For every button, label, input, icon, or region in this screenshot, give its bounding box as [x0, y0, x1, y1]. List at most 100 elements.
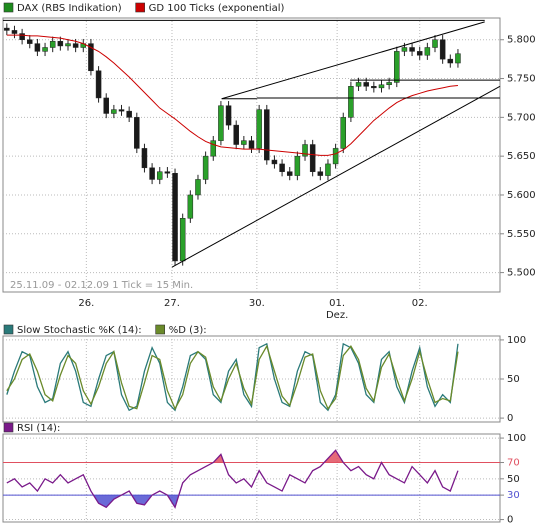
- x-tick-label: 26.: [78, 298, 94, 309]
- y-tick-label: 50: [507, 474, 520, 485]
- candle-body: [202, 155, 209, 180]
- candle-body: [11, 30, 18, 34]
- y-tick-label: 100: [507, 335, 526, 346]
- candle-body: [233, 124, 239, 145]
- candle-body: [149, 167, 155, 180]
- candle-body: [286, 171, 293, 176]
- candle-body: [386, 82, 392, 86]
- legend-label: Slow Stochastic %K (14):: [17, 325, 142, 336]
- candle-body: [134, 117, 140, 149]
- legend-label-swatch: [3, 422, 14, 433]
- y-tick-label: 100: [507, 433, 526, 444]
- candle-body: [279, 163, 285, 172]
- y-tick-label: 5.550: [507, 229, 536, 240]
- candle-body: [141, 148, 148, 169]
- candle-body: [294, 155, 301, 176]
- candle-body: [225, 105, 232, 126]
- indicator-line: [6, 342, 459, 412]
- candle-body: [4, 27, 10, 31]
- candle-body: [264, 109, 270, 161]
- candle-body: [164, 171, 171, 174]
- candle-body: [218, 105, 224, 141]
- y-tick-label: 70: [507, 458, 520, 469]
- average-line: [6, 34, 458, 156]
- candle-body: [103, 97, 109, 114]
- candle-body: [348, 86, 354, 118]
- legend-label-swatch: [155, 324, 165, 335]
- main-frame: [2, 17, 501, 293]
- candle-body: [394, 51, 400, 83]
- x-tick-label: 27.: [164, 298, 180, 309]
- indicator-line: [6, 344, 459, 411]
- x-tick-label: 02.: [412, 298, 428, 309]
- candle-body: [248, 140, 255, 149]
- candle-body: [126, 110, 132, 118]
- month-label: Dez.: [326, 310, 348, 321]
- y-tick-label: 5.700: [507, 112, 536, 123]
- candle-body: [42, 47, 48, 52]
- y-tick-label: 5.800: [507, 35, 536, 46]
- y-tick-label: 0: [507, 413, 513, 424]
- trend-line: [171, 85, 501, 268]
- candle-body: [439, 39, 446, 60]
- y-tick-label: 0: [507, 515, 513, 526]
- legend-label: %D (3):: [169, 325, 207, 336]
- candle-body: [455, 53, 461, 64]
- x-tick-label: 30.: [249, 298, 265, 309]
- candle-body: [325, 163, 331, 176]
- candle-body: [241, 140, 247, 145]
- candle-body: [88, 43, 94, 72]
- legend-label: GD 100 Ticks (exponential): [149, 3, 285, 14]
- candle-body: [95, 70, 102, 99]
- indicator-line: [6, 449, 459, 509]
- candle-body: [65, 43, 71, 47]
- candle-body: [424, 47, 431, 56]
- candle-body: [156, 171, 163, 180]
- candle-body: [19, 33, 25, 40]
- y-tick-label: 5.750: [507, 74, 536, 85]
- candle-body: [34, 43, 41, 52]
- candle-body: [172, 172, 178, 262]
- candle-body: [317, 171, 324, 176]
- legend-label: RSI (14):: [17, 423, 60, 434]
- candle-body: [378, 84, 385, 89]
- candle-body: [432, 39, 438, 48]
- trend-line: [221, 21, 485, 100]
- candle-body: [195, 179, 201, 196]
- rsi-frame: [2, 433, 501, 523]
- candle-body: [72, 43, 79, 48]
- candle-body: [340, 117, 347, 149]
- y-tick-label: 30: [507, 490, 520, 501]
- candle-body: [118, 109, 125, 112]
- candle-body: [27, 39, 33, 44]
- candle-body: [363, 82, 369, 87]
- candle-body: [179, 218, 186, 262]
- x-tick-label: 01.: [329, 298, 345, 309]
- candle-body: [355, 82, 362, 87]
- candle-body: [57, 41, 64, 47]
- candle-body: [309, 144, 316, 172]
- candle-body: [49, 41, 56, 48]
- candle-body: [187, 194, 194, 219]
- candle-body: [401, 47, 408, 52]
- candle-body: [416, 51, 423, 56]
- candle-body: [409, 47, 415, 52]
- candle-body: [111, 109, 117, 114]
- info-text: 25.11.09 - 02.12.09 1 Tick = 15 Min.: [10, 280, 193, 291]
- y-tick-label: 5.600: [507, 190, 536, 201]
- legend-label-swatch: [3, 324, 14, 335]
- candle-body: [447, 58, 454, 64]
- y-tick-label: 5.650: [507, 151, 536, 162]
- y-tick-label: 5.500: [507, 268, 536, 279]
- candle-body: [271, 159, 278, 165]
- legend-label-swatch: [3, 2, 14, 13]
- legend-label: DAX (RBS Indikation): [17, 3, 122, 14]
- rsi-zone-fill: [213, 450, 344, 463]
- candle-body: [332, 148, 339, 165]
- candle-body: [371, 86, 377, 89]
- candle-body: [256, 109, 262, 149]
- legend-label-swatch: [135, 2, 145, 13]
- candle-body: [302, 144, 308, 157]
- y-tick-label: 50: [507, 374, 520, 385]
